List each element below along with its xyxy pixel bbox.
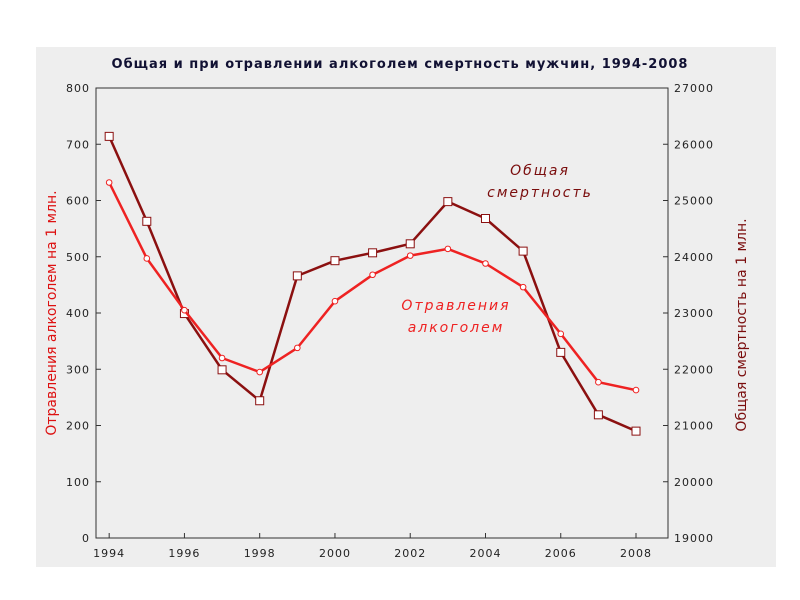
right-tick-label: 25000 [674, 195, 714, 208]
alcohol-poisoning-point [294, 344, 301, 352]
annotation-total-line2: смертность [487, 185, 593, 201]
total-mortality-line [108, 135, 637, 433]
left-tick-label: 500 [66, 251, 90, 264]
right-tick-label: 26000 [674, 138, 714, 151]
alcohol-poisoning-point [595, 378, 602, 386]
alcohol-poisoning-point [406, 252, 414, 259]
alcohol-poisoning-point [369, 271, 376, 279]
annotation-poison-line2: алкоголем [408, 320, 505, 336]
total-mortality-point [593, 410, 603, 420]
alcohol-poisoning-line [108, 181, 637, 392]
chart-background [36, 47, 776, 567]
right-tick-label: 27000 [674, 82, 714, 95]
left-tick-label: 0 [82, 532, 90, 545]
alcohol-poisoning-point [482, 260, 489, 267]
total-mortality-point [330, 256, 340, 266]
total-mortality-point [443, 197, 453, 207]
right-tick-label: 22000 [674, 363, 714, 376]
right-tick-label: 23000 [674, 307, 714, 320]
total-mortality-point [292, 271, 302, 281]
alcohol-poisoning-point [181, 306, 188, 314]
alcohol-poisoning-point [557, 330, 565, 338]
x-tick-label: 2004 [469, 547, 501, 560]
alcohol-poisoning-point [143, 255, 151, 262]
right-tick-label: 24000 [674, 251, 714, 264]
total-mortality-point [556, 347, 566, 357]
left-tick-label: 800 [66, 82, 90, 95]
total-mortality-point [368, 248, 378, 258]
x-tick-label: 1994 [93, 547, 125, 560]
total-mortality-point [518, 246, 528, 256]
series-alcohol-poisoning [105, 179, 640, 394]
chart-title: Общая и при отравлении алкоголем смертно… [112, 57, 689, 72]
x-tick-label: 1998 [244, 547, 276, 560]
total-mortality-point [480, 214, 490, 223]
total-mortality-point [142, 216, 152, 226]
left-tick-label: 100 [66, 476, 90, 489]
x-tick-label: 2006 [545, 547, 577, 560]
left-tick-label: 200 [66, 420, 90, 433]
total-mortality-point [255, 396, 265, 406]
x-tick-label: 2008 [620, 547, 652, 560]
left-tick-label: 400 [66, 307, 90, 320]
alcohol-poisoning-point [256, 368, 263, 376]
total-mortality-point [631, 426, 641, 436]
x-tick-label: 2002 [394, 547, 426, 560]
right-axis: 19000 20000 21000 22000 23000 24000 25000 26000… [663, 82, 714, 545]
left-tick-label: 300 [66, 363, 90, 376]
alcohol-poisoning-point [331, 297, 339, 305]
total-mortality-point [217, 365, 227, 375]
annotation-total-line1: Общая [510, 163, 570, 179]
total-mortality-point [405, 239, 415, 249]
left-axis: 0 100 200 300 400 500 600 700 800 [66, 82, 101, 545]
alcohol-poisoning-point [218, 354, 226, 362]
x-tick-label: 1996 [168, 547, 200, 560]
alcohol-poisoning-point [632, 386, 640, 394]
alcohol-poisoning-point [519, 283, 527, 291]
x-axis: 1994 1996 1998 2000 2002 2004 2006 2008 [93, 533, 652, 560]
annotation-poison-line1: Отравления [401, 298, 510, 314]
left-axis-label: Отравления алкоголем на 1 млн. [44, 190, 60, 435]
left-tick-label: 600 [66, 195, 90, 208]
right-tick-label: 21000 [674, 420, 714, 433]
total-mortality-point [104, 131, 114, 141]
alcohol-poisoning-point [444, 245, 452, 253]
alcohol-poisoning-point [105, 179, 113, 186]
left-tick-label: 700 [66, 138, 90, 151]
x-tick-label: 2000 [319, 547, 351, 560]
right-tick-label: 19000 [674, 532, 714, 545]
right-tick-label: 20000 [674, 476, 714, 489]
right-axis-label: Общая смертность на 1 млн. [734, 218, 750, 431]
series-layer [104, 131, 641, 436]
